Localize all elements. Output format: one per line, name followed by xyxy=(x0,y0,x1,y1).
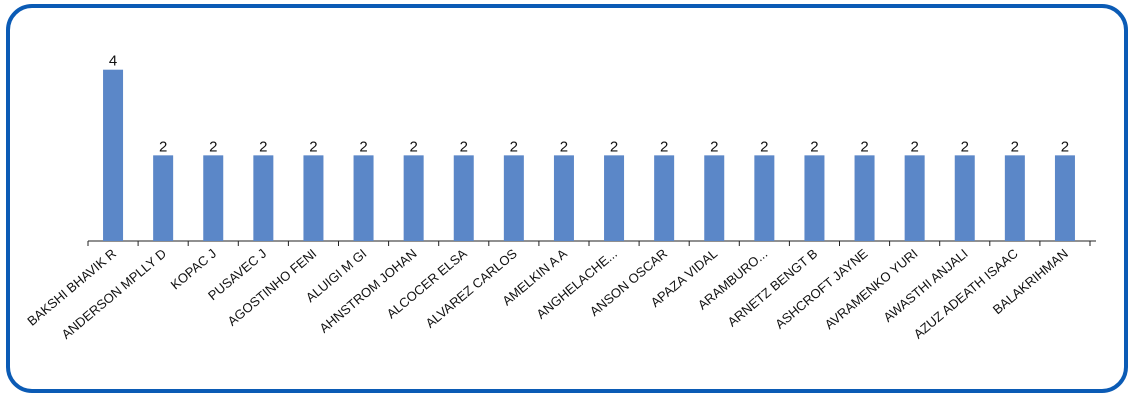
bar xyxy=(103,69,124,242)
bar xyxy=(954,155,975,241)
bar-value-label: 2 xyxy=(961,138,969,155)
bar xyxy=(804,155,825,241)
bar-value-label: 2 xyxy=(510,138,518,155)
category-tick-label: ARNETZ BENGT B xyxy=(725,246,821,330)
bar-value-label: 2 xyxy=(860,138,868,155)
category-tick-label: ASHCROFT JAYNE xyxy=(772,246,871,332)
bar-value-label: 2 xyxy=(1011,138,1019,155)
category-tick-label: AGOSTINHO FENI xyxy=(225,246,320,329)
bar-value-label: 2 xyxy=(1061,138,1069,155)
category-tick-label: AVRAMENKO YURI xyxy=(822,246,921,332)
bar xyxy=(403,155,424,241)
bars-layer xyxy=(103,69,1075,242)
bar xyxy=(153,155,174,241)
bar-value-label: 2 xyxy=(460,138,468,155)
bar-value-label: 2 xyxy=(209,138,217,155)
bar xyxy=(553,155,574,241)
bar xyxy=(253,155,274,241)
bar-value-label: 2 xyxy=(159,138,167,155)
bar-value-label: 2 xyxy=(359,138,367,155)
bar xyxy=(1054,155,1075,241)
bar xyxy=(604,155,625,241)
category-tick-label: ALVAREZ CARLOS xyxy=(423,246,521,331)
bar xyxy=(854,155,875,241)
bar xyxy=(353,155,374,241)
bar-value-label: 4 xyxy=(109,53,117,70)
bar-value-label: 2 xyxy=(409,138,417,155)
bar-value-label: 2 xyxy=(810,138,818,155)
bar-value-label: 2 xyxy=(710,138,718,155)
bar xyxy=(503,155,524,241)
bar-value-label: 2 xyxy=(259,138,267,155)
bar-value-label: 2 xyxy=(760,138,768,155)
bar-value-label: 2 xyxy=(309,138,317,155)
bar xyxy=(904,155,925,241)
axis-layer xyxy=(87,240,1096,246)
bar-value-label: 2 xyxy=(660,138,668,155)
bar-value-label: 2 xyxy=(610,138,618,155)
bar xyxy=(303,155,324,241)
bar-value-label: 2 xyxy=(560,138,568,155)
bar-value-label: 2 xyxy=(910,138,918,155)
bar xyxy=(654,155,675,241)
bar xyxy=(203,155,224,241)
bar xyxy=(754,155,775,241)
bar xyxy=(453,155,474,241)
category-tick-label: AHNSTROM JOHAN xyxy=(316,246,419,336)
bar xyxy=(1004,155,1025,241)
category-tick-label: BAKSHI BHAVIK R xyxy=(24,246,119,329)
bar xyxy=(704,155,725,241)
category-tick-label: AWASTHI ANJALI xyxy=(880,246,970,325)
